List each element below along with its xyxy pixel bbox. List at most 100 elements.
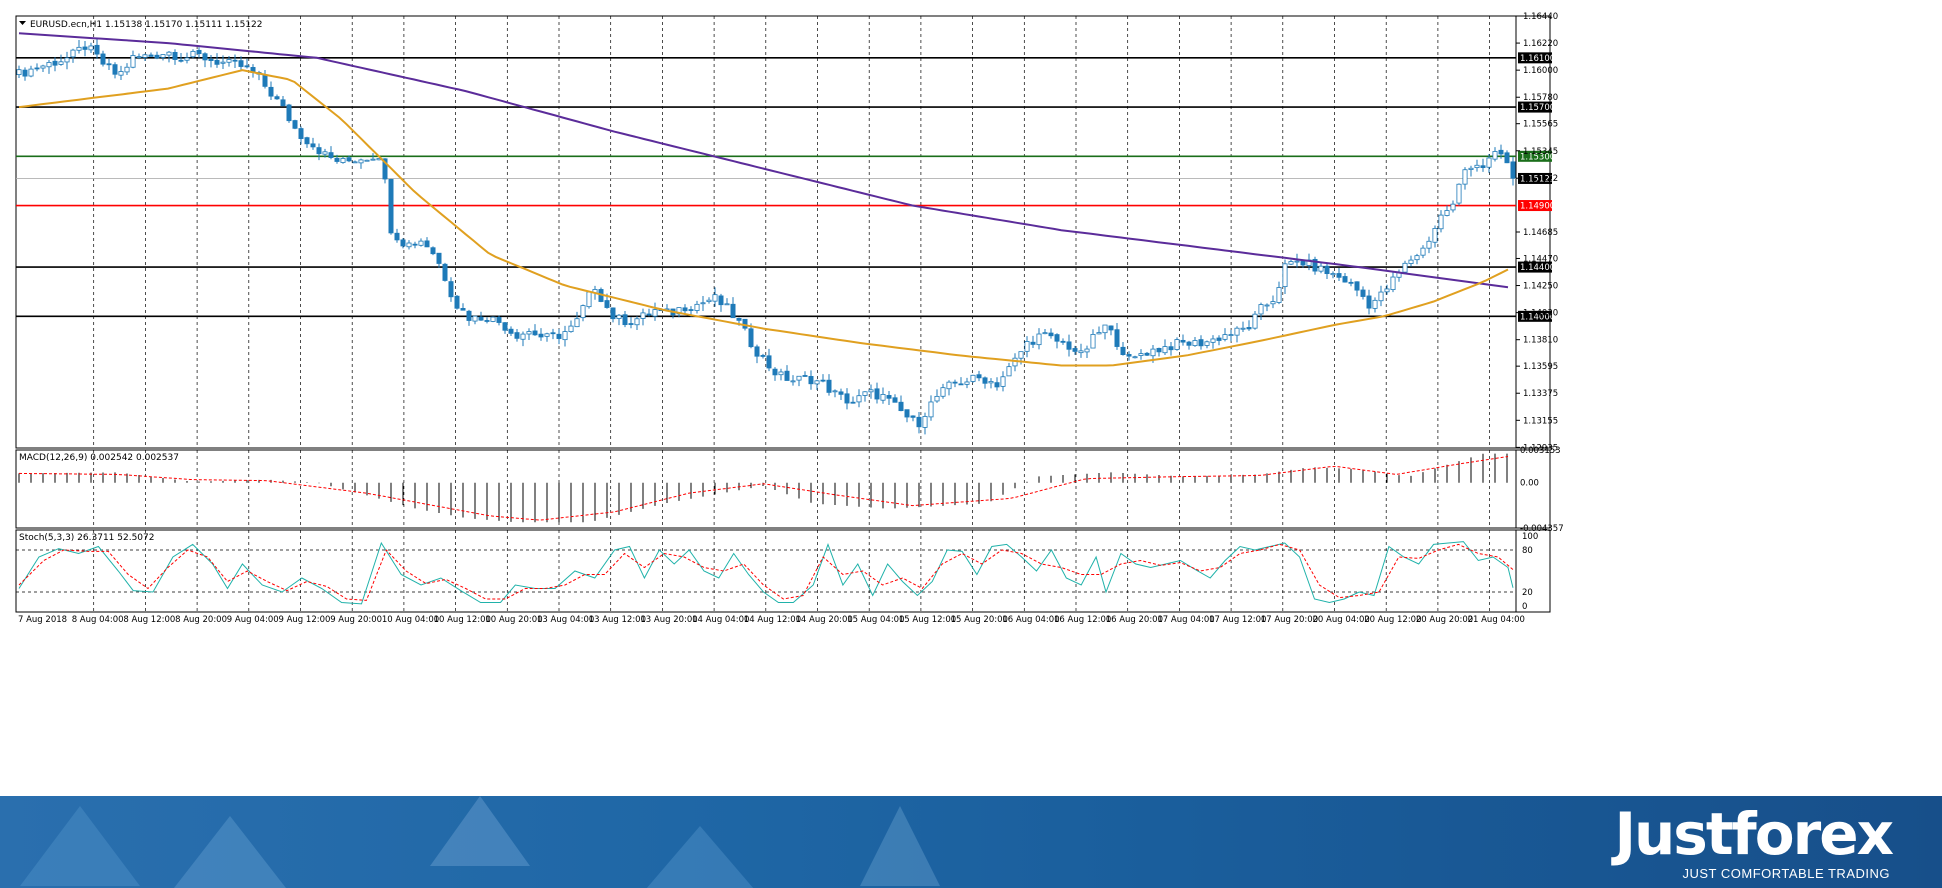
- brand-tagline: JUST COMFORTABLE TRADING: [1682, 866, 1890, 881]
- panel-legends: EURUSD.ecn,H1 1.15138 1.15170 1.15111 1.…: [19, 20, 262, 543]
- x-tick-label: 9 Aug 12:00: [279, 615, 331, 625]
- bull-candle: [70, 49, 76, 58]
- bear-candle: [682, 307, 688, 312]
- bear-candle: [1498, 149, 1504, 155]
- bear-candle: [1066, 341, 1072, 350]
- bull-candle: [1276, 287, 1282, 303]
- bear-candle: [454, 295, 460, 309]
- bear-candle: [736, 317, 742, 321]
- bull-candle: [1294, 260, 1300, 263]
- bear-candle: [292, 120, 298, 129]
- bear-candle: [244, 65, 250, 68]
- bull-candle: [16, 69, 22, 76]
- stoch-main-line: [18, 541, 1514, 605]
- bull-candle: [418, 240, 424, 246]
- bear-candle: [496, 317, 502, 323]
- x-tick-label: 14 Aug 04:00: [692, 615, 749, 625]
- bull-candle: [1000, 376, 1006, 387]
- bear-candle: [154, 54, 160, 59]
- bull-candle: [352, 161, 358, 164]
- bull-candle: [160, 54, 166, 58]
- stoch-y-label: 20: [1522, 588, 1533, 598]
- y-tick-label: 1.15565: [1523, 120, 1558, 130]
- bear-candle: [820, 379, 826, 382]
- bear-candle: [412, 243, 418, 246]
- bear-candle: [550, 332, 556, 335]
- bear-candle: [1126, 354, 1132, 357]
- x-tick-label: 8 Aug 04:00: [72, 615, 124, 625]
- bull-candle: [1492, 151, 1498, 160]
- bear-candle: [232, 59, 238, 62]
- bear-candle: [478, 316, 484, 321]
- bear-candle: [514, 332, 520, 339]
- level-price-tag: [1518, 200, 1552, 212]
- level-price-label: 1.14400: [1520, 263, 1555, 273]
- macd-y-label: -0.004357: [1520, 524, 1564, 534]
- bull-candle: [1024, 341, 1030, 352]
- bear-candle: [1336, 273, 1342, 278]
- banner-decoration: [640, 826, 760, 888]
- macd-y-label: 0.00: [1520, 479, 1539, 489]
- level-price-label: 1.16100: [1520, 54, 1555, 64]
- bear-candle: [952, 381, 958, 384]
- bull-candle: [1378, 291, 1384, 302]
- y-tick-label: 1.16220: [1523, 39, 1558, 49]
- bull-candle: [1432, 228, 1438, 243]
- bull-candle: [520, 333, 526, 340]
- bear-candle: [538, 333, 544, 338]
- bear-candle: [298, 128, 304, 139]
- x-tick-label: 20 Aug 12:00: [1364, 615, 1421, 625]
- y-tick-label: 1.14685: [1523, 228, 1558, 238]
- bear-candle: [1360, 289, 1366, 297]
- bear-candle: [772, 368, 778, 376]
- bear-candle: [262, 74, 268, 87]
- bear-candle: [808, 376, 814, 385]
- bear-candle: [286, 104, 292, 122]
- bull-candle: [1132, 356, 1138, 359]
- bear-candle: [304, 137, 310, 145]
- bull-candle: [1150, 348, 1156, 357]
- x-tick-label: 17 Aug 04:00: [1157, 615, 1214, 625]
- bear-candle: [844, 393, 850, 404]
- level-price-tag: [1518, 172, 1552, 184]
- bear-candle: [94, 44, 100, 55]
- x-tick-label: 10 Aug 12:00: [434, 615, 491, 625]
- bear-candle: [1366, 295, 1372, 309]
- bull-candle: [1258, 304, 1264, 315]
- bull-candle: [814, 380, 820, 385]
- bear-candle: [100, 53, 106, 65]
- bear-candle: [760, 355, 766, 357]
- bull-candle: [796, 375, 802, 381]
- y-tick-label: 1.12935: [1523, 443, 1558, 453]
- bear-candle: [874, 388, 880, 400]
- bull-candle: [322, 151, 328, 155]
- bull-candle: [1408, 259, 1414, 264]
- bear-candle: [1198, 339, 1204, 347]
- x-tick-label: 7 Aug 2018: [18, 615, 67, 625]
- level-price-label: 1.14000: [1520, 312, 1555, 322]
- bear-candle: [904, 409, 910, 418]
- bull-candle: [1372, 299, 1378, 309]
- x-tick-label: 13 Aug 20:00: [640, 615, 697, 625]
- bear-candle: [1048, 332, 1054, 337]
- bull-candle: [652, 309, 658, 317]
- bear-candle: [898, 401, 904, 412]
- bull-candle: [1450, 203, 1456, 211]
- bear-candle: [688, 309, 694, 311]
- banner-decoration: [20, 806, 140, 886]
- bull-candle: [166, 51, 172, 56]
- level-price-tag: [1518, 52, 1552, 64]
- bull-candle: [1210, 338, 1216, 343]
- bull-candle: [586, 291, 592, 308]
- bear-candle: [910, 415, 916, 418]
- bear-candle: [178, 59, 184, 62]
- y-tick-label: 1.16000: [1523, 66, 1558, 76]
- bear-candle: [394, 232, 400, 241]
- bull-candle: [124, 66, 130, 73]
- bull-candle: [58, 61, 64, 65]
- x-tick-label: 16 Aug 20:00: [1106, 615, 1163, 625]
- bear-candle: [886, 395, 892, 399]
- bear-candle: [430, 247, 436, 255]
- level-price-label: 1.14900: [1520, 202, 1555, 212]
- stoch-y-label: 80: [1522, 546, 1533, 556]
